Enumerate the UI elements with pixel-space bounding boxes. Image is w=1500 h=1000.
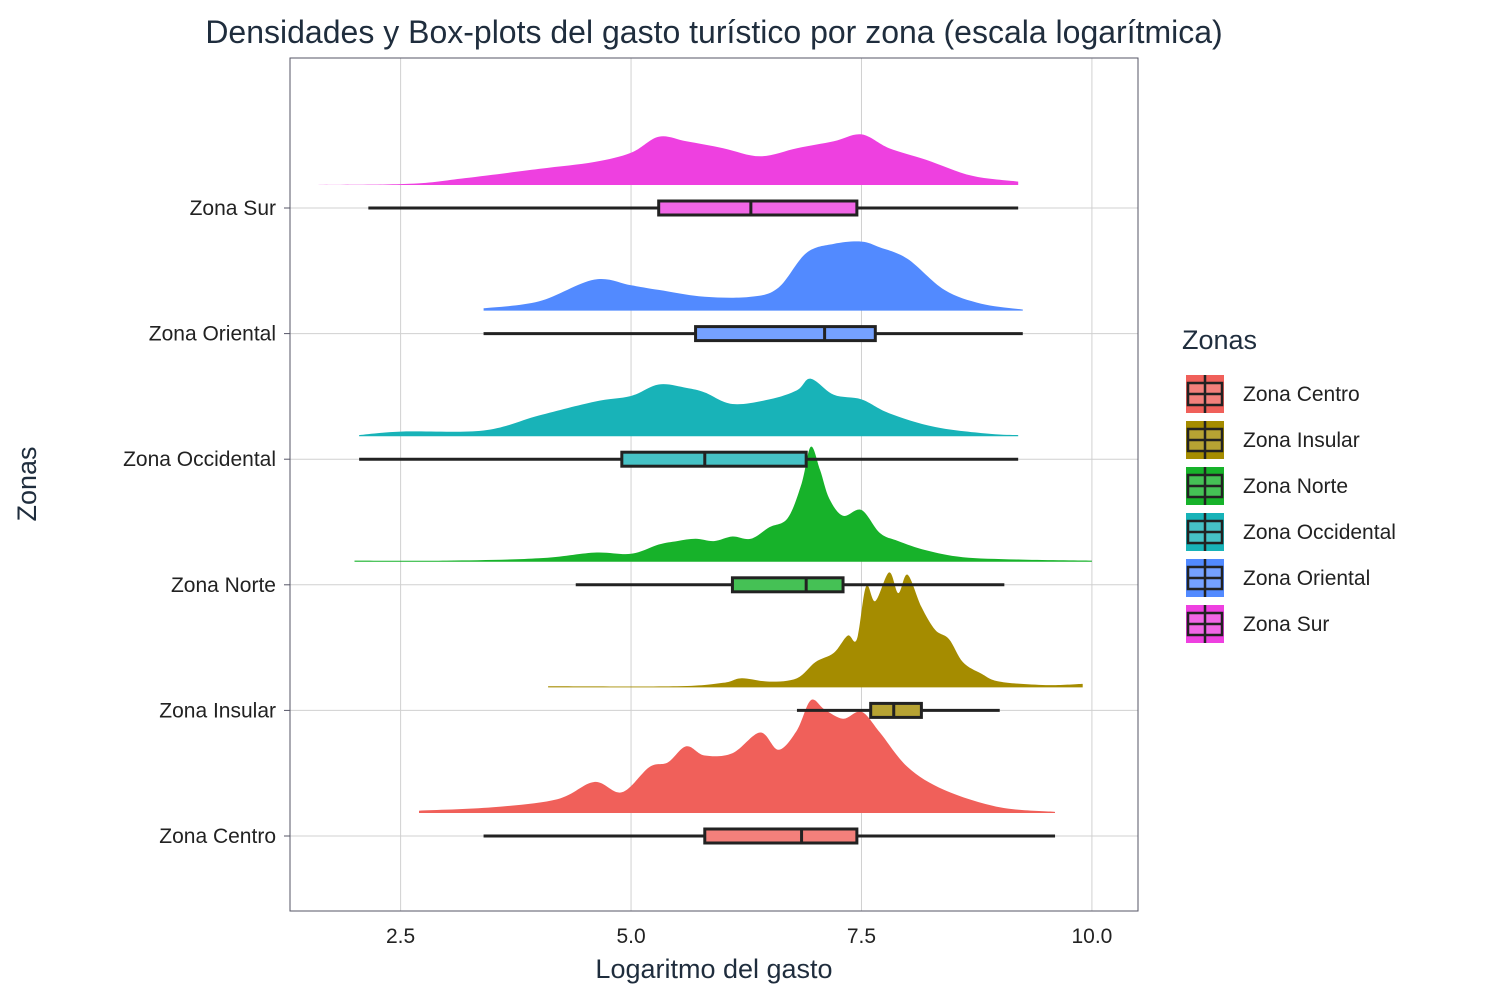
y-tick-label-zona-occidental: Zona Occidental [123, 448, 276, 471]
density-zona-oriental [483, 241, 1023, 311]
legend-item-zona-occidental: Zona Occidental [1186, 513, 1396, 551]
chart-title: Densidades y Box-plots del gasto turísti… [205, 14, 1222, 50]
legend-item-zona-sur: Zona Sur [1186, 605, 1329, 643]
legend-item-zona-centro: Zona Centro [1186, 375, 1360, 413]
legend-title: Zonas [1182, 325, 1257, 355]
legend-label-zona-centro: Zona Centro [1243, 383, 1360, 406]
legend-label-zona-sur: Zona Sur [1243, 613, 1329, 636]
y-tick-label-zona-oriental: Zona Oriental [149, 323, 276, 346]
boxplot-layer [359, 199, 1056, 845]
box-zona-centro [703, 827, 859, 845]
density-zona-centro [419, 699, 1055, 813]
y-tick-label-zona-norte: Zona Norte [171, 574, 276, 597]
boxplot-zona-norte [575, 576, 1005, 594]
x-tick-label-1: 5.0 [616, 925, 645, 948]
legend-item-zona-insular: Zona Insular [1186, 421, 1360, 459]
box-zona-occidental [620, 450, 808, 468]
legend-item-zona-norte: Zona Norte [1186, 467, 1348, 505]
density-zona-insular [548, 572, 1083, 688]
legend-label-zona-occidental: Zona Occidental [1243, 521, 1396, 544]
x-tick-label-0: 2.5 [386, 925, 415, 948]
x-axis-ticks: 2.5 5.0 7.5 10.0 [386, 925, 1112, 948]
y-tick-label-zona-insular: Zona Insular [159, 699, 276, 722]
boxplot-zona-centro [483, 827, 1056, 845]
boxplot-zona-occidental [359, 450, 1019, 468]
x-axis-title: Logaritmo del gasto [595, 954, 832, 984]
legend-label-zona-insular: Zona Insular [1243, 429, 1360, 452]
density-zona-sur [317, 134, 1019, 185]
density-layer [317, 134, 1092, 813]
box-zona-insular [869, 701, 923, 719]
density-zona-occidental [359, 378, 1019, 437]
boxplot-zona-oriental [483, 325, 1023, 343]
legend-item-zona-oriental: Zona Oriental [1186, 559, 1370, 597]
y-axis-title: Zonas [12, 446, 42, 521]
box-zona-oriental [694, 325, 877, 343]
y-tick-label-zona-sur: Zona Sur [190, 197, 276, 220]
box-zona-norte [730, 576, 845, 594]
x-tick-label-2: 7.5 [847, 925, 876, 948]
box-zona-sur [657, 199, 859, 217]
boxplot-zona-insular [796, 701, 1000, 719]
y-tick-label-zona-centro: Zona Centro [159, 825, 276, 848]
boxplot-zona-sur [368, 199, 1019, 217]
y-axis-ticks: Zona Centro Zona Insular Zona Norte Zona Oc… [123, 197, 290, 848]
plot-panel [289, 57, 1139, 912]
legend-label-zona-oriental: Zona Oriental [1243, 567, 1370, 590]
legend-label-zona-norte: Zona Norte [1243, 475, 1348, 498]
legend: Zonas Zona Centro Zona Insular Zona Norte Z… [1182, 325, 1396, 643]
x-tick-label-3: 10.0 [1071, 925, 1112, 948]
